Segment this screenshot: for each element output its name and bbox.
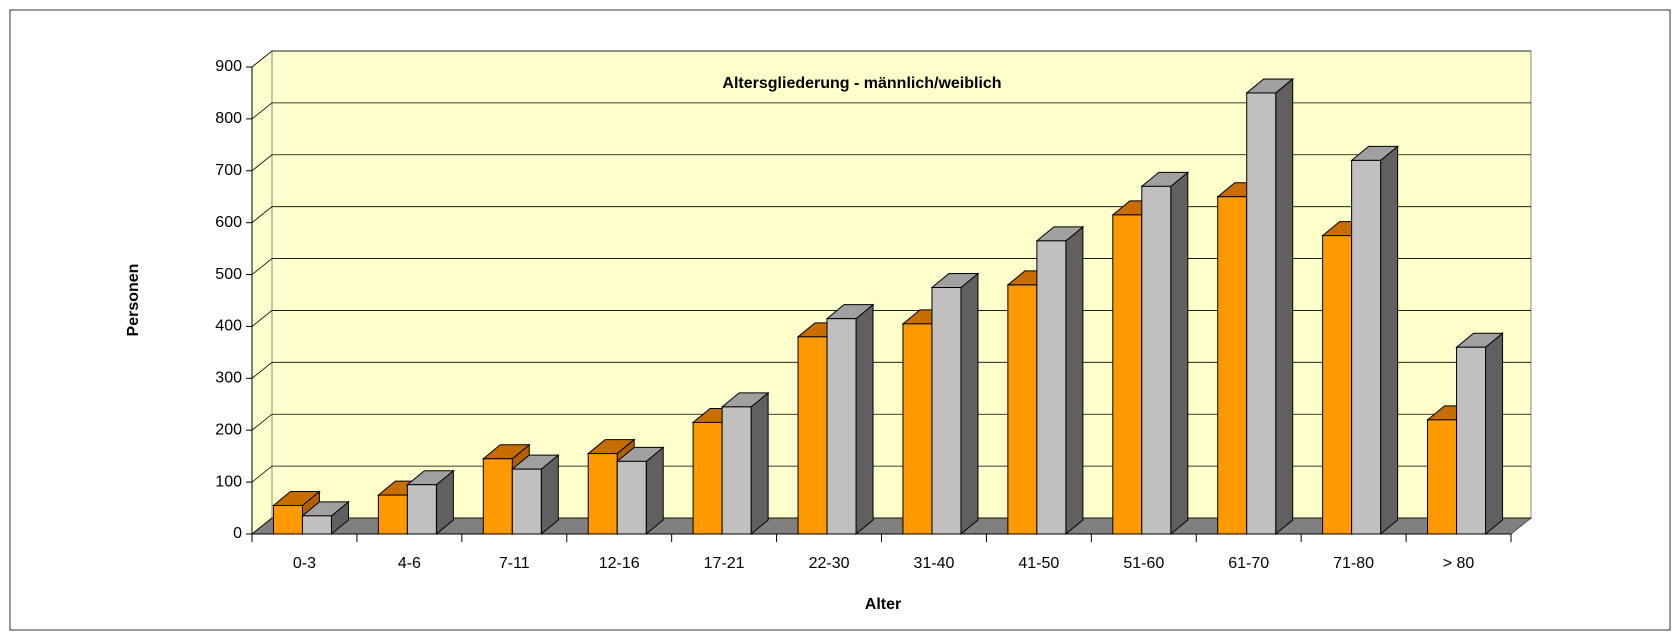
bar <box>482 458 513 535</box>
y-tick-label: 800 <box>215 110 242 127</box>
grid-line <box>251 258 1531 275</box>
bar <box>1112 214 1143 535</box>
grid-line <box>251 413 1531 431</box>
y-axis-title: Personen <box>125 264 142 337</box>
bar <box>931 287 962 535</box>
bar <box>826 318 857 535</box>
bar <box>1217 196 1248 535</box>
bar <box>721 406 752 535</box>
bar <box>1456 346 1487 535</box>
bar <box>1246 92 1277 535</box>
x-tick-label: 0-3 <box>293 555 316 572</box>
bar <box>1036 240 1067 535</box>
x-tick-label: 12-16 <box>599 555 640 572</box>
bar <box>511 468 542 535</box>
y-tick-label: 100 <box>215 473 242 490</box>
bar <box>1427 419 1458 535</box>
bar <box>406 484 437 535</box>
x-tick-label: 71-80 <box>1333 555 1374 572</box>
x-tick-label: 7-11 <box>499 555 530 572</box>
y-tick-label: 300 <box>215 370 242 387</box>
side-wall <box>251 49 273 536</box>
bar-side <box>855 303 874 536</box>
bar-side <box>1170 171 1189 536</box>
y-tick-label: 600 <box>215 214 242 231</box>
x-tick-label: 4-6 <box>398 555 421 572</box>
y-tick-label: 700 <box>215 162 242 179</box>
bar-side <box>1485 332 1504 536</box>
bar <box>1322 235 1353 535</box>
grid-line <box>251 102 1531 120</box>
x-tick-label: 22-30 <box>809 555 850 572</box>
bar-side <box>1380 145 1399 536</box>
bar-side <box>1275 77 1294 536</box>
x-tick-label: 61-70 <box>1228 555 1269 572</box>
bar <box>616 460 647 535</box>
bar <box>587 453 618 535</box>
x-axis-title: Alter <box>865 596 901 613</box>
y-tick-label: 200 <box>215 421 242 438</box>
x-tick-label: > 80 <box>1443 555 1475 572</box>
bar-side <box>1065 225 1084 536</box>
bar <box>902 323 933 535</box>
bar <box>1351 159 1382 535</box>
bar <box>377 494 408 535</box>
x-tick-label: 41-50 <box>1018 555 1059 572</box>
grid-line <box>251 517 1531 535</box>
bar <box>301 515 332 535</box>
x-tick-label: 17-21 <box>704 555 745 572</box>
bar <box>797 336 828 535</box>
bar <box>1007 284 1038 535</box>
bar <box>272 504 303 535</box>
grid-line <box>251 154 1531 172</box>
grid-line <box>251 206 1531 223</box>
chart-title: Altersgliederung - männlich/weiblich <box>722 75 1001 92</box>
y-tick-label: 0 <box>233 525 242 542</box>
y-tick-label: 900 <box>215 58 242 75</box>
y-tick-label: 500 <box>215 266 242 283</box>
bar <box>692 421 723 535</box>
bar <box>1141 185 1172 535</box>
bar-side <box>645 446 664 536</box>
bar-side <box>960 272 979 536</box>
x-tick-label: 31-40 <box>913 555 954 572</box>
grid-line <box>251 361 1531 379</box>
grid-line <box>251 50 1531 68</box>
grid-line <box>251 310 1531 327</box>
y-tick-label: 400 <box>215 318 242 335</box>
bar-side <box>750 391 769 536</box>
x-tick-label: 51-60 <box>1123 555 1164 572</box>
grid-line <box>251 465 1531 483</box>
